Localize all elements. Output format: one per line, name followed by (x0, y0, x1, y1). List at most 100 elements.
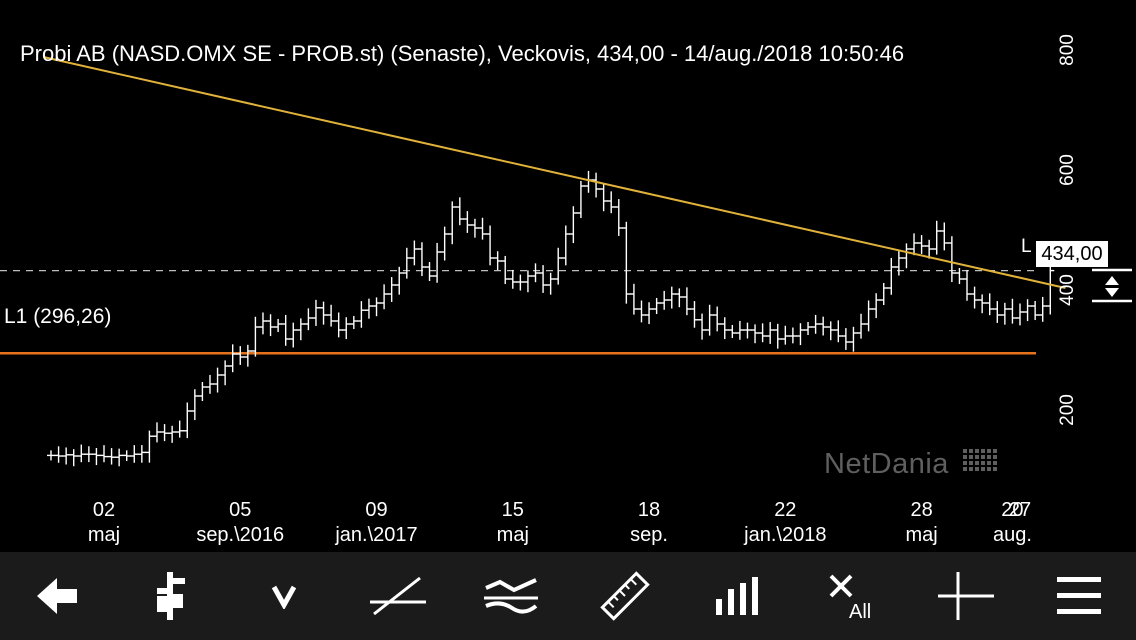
price-bar (448, 201, 457, 245)
x-tick-label: 28 maj (852, 498, 992, 548)
price-bar (440, 226, 449, 261)
price-bar (1038, 296, 1047, 322)
trend-line[interactable] (43, 56, 1066, 289)
scale-handle-icon[interactable] (1092, 268, 1132, 304)
x-tick-day: 09 (365, 499, 388, 521)
price-bar (599, 183, 608, 212)
watermark-text: NetDania (824, 448, 949, 480)
price-bar (433, 242, 442, 283)
price-bar (743, 322, 752, 339)
price-bar (872, 293, 881, 319)
price-bar (145, 430, 154, 463)
x-tick-day: 27 (1008, 499, 1032, 521)
trendline-tool-button[interactable] (363, 561, 433, 631)
v-icon (271, 585, 297, 609)
back-arrow-icon (36, 578, 77, 614)
price-bar (690, 301, 699, 328)
price-bar (531, 263, 540, 283)
price-bar (1031, 300, 1040, 321)
x-tick-label: 27 (950, 498, 1090, 523)
indicator-icon (484, 578, 539, 614)
price-bar (637, 300, 646, 323)
price-bar (879, 282, 888, 306)
price-bar (546, 272, 555, 295)
price-bar (751, 324, 760, 344)
price-bar (463, 211, 472, 233)
price-bar (758, 323, 767, 343)
crosshair-icon (937, 572, 994, 620)
price-chart[interactable] (0, 0, 1136, 552)
bar-type-button[interactable] (135, 561, 205, 631)
crosshair-button[interactable] (931, 561, 1001, 631)
price-bar (985, 293, 994, 316)
price-bar (925, 239, 934, 259)
price-bar (1016, 303, 1024, 326)
x-tick-day: 22 (774, 499, 797, 521)
price-bar (342, 317, 351, 340)
back-button[interactable] (22, 561, 92, 631)
price-bar (221, 360, 230, 386)
y-tick-label: 400 (1056, 274, 1078, 306)
price-bar (940, 222, 949, 251)
price-bar (1008, 298, 1017, 324)
bar-chart-button[interactable] (703, 561, 773, 631)
price-bar (819, 316, 828, 336)
y-tick-label: 800 (1056, 34, 1078, 66)
price-bar (236, 346, 245, 365)
price-bar (705, 304, 714, 336)
price-bar (289, 322, 298, 348)
level-label: L1 (296,26) (4, 305, 112, 328)
price-bar (516, 274, 525, 291)
price-bar (62, 447, 71, 465)
v-button[interactable] (249, 561, 319, 631)
price-bar (54, 446, 63, 463)
price-bar (728, 324, 737, 339)
price-bar (592, 172, 601, 198)
delete-all-button[interactable]: All (817, 561, 887, 631)
price-bar (387, 277, 396, 302)
price-bar (834, 320, 843, 343)
price-bar (100, 445, 108, 463)
price-bar (410, 240, 419, 266)
price-bar (713, 306, 722, 332)
price-bar (508, 269, 517, 289)
ruler-icon (600, 571, 650, 621)
x-tick-day: 05 (229, 499, 252, 521)
x-tick-month: maj (905, 524, 938, 546)
indicator-button[interactable] (476, 561, 546, 631)
price-bar (766, 322, 775, 344)
price-bar (152, 422, 161, 443)
price-bar (796, 323, 805, 346)
x-tick-month: aug. (992, 524, 1032, 546)
menu-button[interactable] (1044, 561, 1114, 631)
price-bar (614, 199, 623, 236)
price-bar (425, 261, 434, 282)
price-bar (243, 344, 252, 367)
price-bar (47, 450, 56, 461)
price-bar (190, 389, 199, 421)
price-bar (296, 318, 305, 341)
price-bar (841, 328, 850, 350)
y-tick-label: 600 (1056, 154, 1078, 186)
price-bar (864, 300, 873, 332)
level-marker: L (1021, 236, 1032, 257)
price-bar (364, 298, 373, 319)
bar-chart-icon (716, 577, 759, 615)
last-price-badge: 434,00 (1036, 241, 1108, 267)
price-bar (470, 218, 479, 238)
price-bar (319, 301, 328, 325)
price-bar (569, 206, 578, 244)
x-tick-label: 22 jan.\2018 (715, 498, 855, 548)
price-bar (993, 301, 1002, 323)
y-tick-label: 200 (1056, 394, 1078, 426)
price-bar (486, 225, 495, 266)
price-bar (978, 294, 987, 314)
price-bar (675, 288, 684, 308)
price-bar (523, 270, 532, 293)
price-bar (607, 191, 616, 214)
price-bar (92, 448, 101, 466)
price-bar (773, 323, 782, 349)
ruler-button[interactable] (590, 561, 660, 631)
x-tick-label: 20 aug. (942, 498, 1082, 548)
watermark-logo-icon (963, 449, 998, 471)
